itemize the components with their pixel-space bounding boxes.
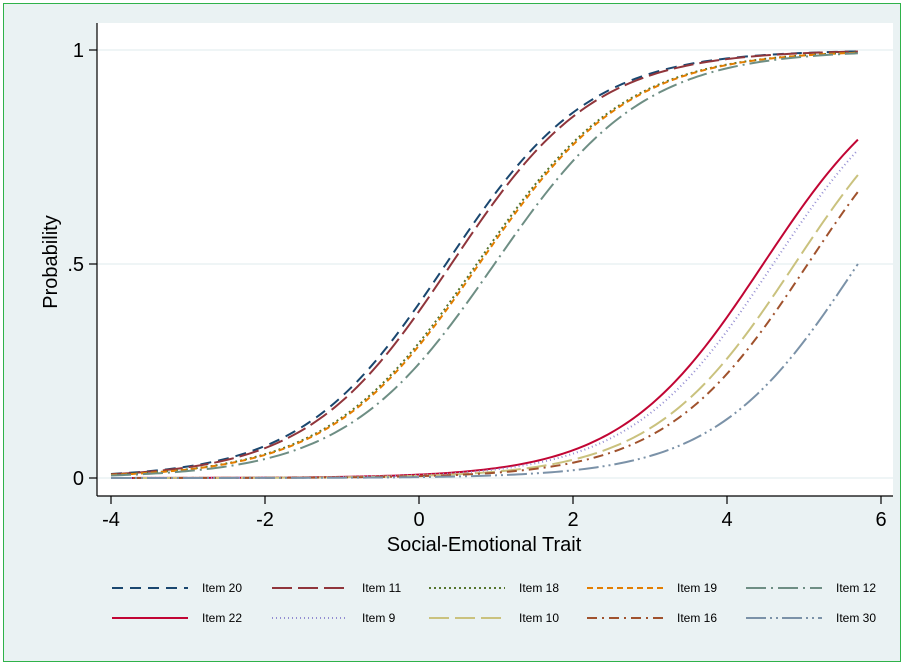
y-tick-label-2: 1	[73, 40, 84, 62]
x-tick-label-5: 6	[875, 509, 886, 531]
plot-area	[97, 23, 893, 496]
series-line-item-10	[111, 174, 859, 479]
axes: -4 -2 0 2 4 6 0 .5 1	[67, 23, 893, 531]
x-tick-label-2: 0	[413, 509, 424, 531]
series-line-item-11	[110, 50, 858, 476]
legend: Item 20 Item 11 Item 18 Item 19 Item 12 Item …	[112, 581, 876, 625]
series-line-item-30	[111, 263, 859, 479]
legend-label-item-11: Item 11	[362, 581, 401, 595]
legend-label-item-9: Item 9	[362, 611, 396, 625]
x-tick-label-0: -4	[102, 509, 120, 531]
y-tick-label-0: 0	[73, 468, 84, 490]
legend-label-item-12: Item 12	[836, 581, 876, 595]
curves	[110, 50, 859, 479]
legend-label-item-16: Item 16	[677, 611, 717, 625]
series-line-item-20	[110, 50, 858, 475]
x-tick-label-1: -2	[256, 509, 274, 531]
series-line-item-16	[110, 191, 859, 479]
legend-label-item-20: Item 20	[202, 581, 242, 595]
legend-label-item-22: Item 22	[202, 611, 242, 625]
legend-label-item-10: Item 10	[519, 611, 559, 625]
series-line-item-19	[110, 51, 858, 476]
y-axis-title: Probability	[40, 215, 62, 308]
x-tick-label-3: 2	[567, 509, 578, 531]
series-line-item-12	[110, 52, 858, 477]
x-axis-title: Social-Emotional Trait	[387, 534, 582, 556]
legend-label-item-30: Item 30	[836, 611, 876, 625]
legend-label-item-18: Item 18	[519, 581, 559, 595]
chart-frame: -4 -2 0 2 4 6 0 .5 1 Social-Emotional Trait Prob…	[3, 3, 901, 662]
x-tick-label-4: 4	[721, 509, 732, 531]
y-tick-label-1: .5	[67, 254, 84, 276]
legend-label-item-19: Item 19	[677, 581, 717, 595]
item-characteristic-chart: -4 -2 0 2 4 6 0 .5 1 Social-Emotional Trait Prob…	[40, 23, 893, 625]
